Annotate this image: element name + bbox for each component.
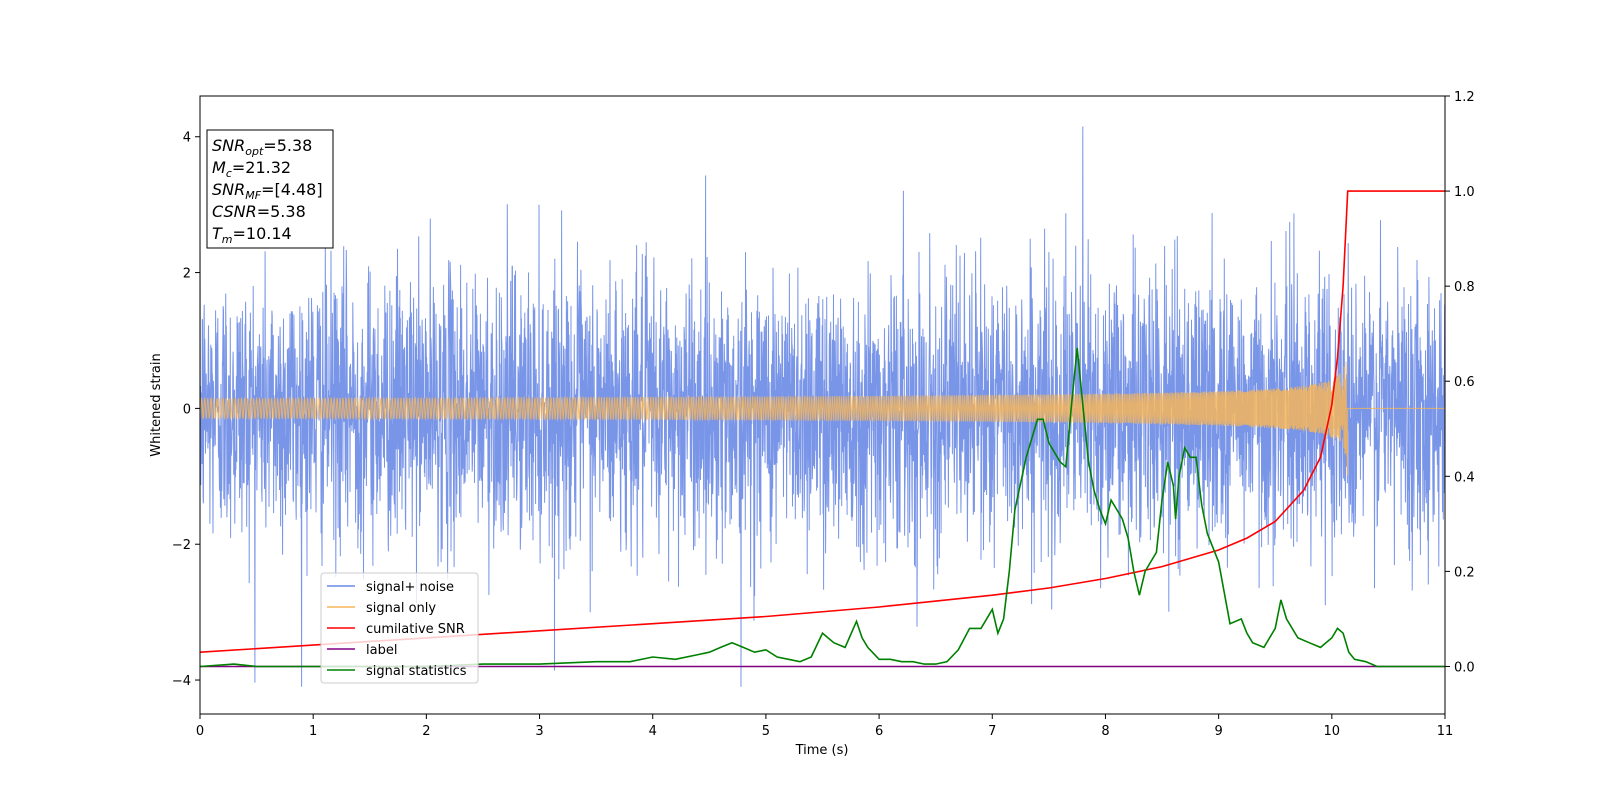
x-tick-label: 10: [1324, 724, 1341, 739]
info-box: SNRopt=5.38Mc=21.32SNRMF=[4.48]CSNR=5.38…: [206, 129, 334, 249]
y-left-tick-label: 0: [183, 402, 191, 417]
legend: signal+ noise signal only cumilative SNR la…: [320, 572, 479, 684]
ticks-layer: 0 1 2 3 4 5 6 7 8 9 10 11 −4 −2 0 2 4 0.0 0.2 0.4 0.6 0.8 1.0 1…: [172, 90, 1475, 739]
info-line: CSNR=5.38: [212, 202, 306, 221]
plot-frame: [199, 95, 1446, 715]
info-line: Tm=10.14: [212, 224, 292, 246]
legend-label: signal statistics: [366, 664, 467, 679]
y-right-tick-label: 1.0: [1454, 185, 1475, 200]
y-left-tick-label: −2: [172, 538, 191, 553]
series-signal-statistics-line: [200, 347, 1445, 668]
y-right-tick-label: 1.2: [1454, 90, 1475, 105]
x-tick-label: 4: [649, 724, 657, 739]
legend-frame: [320, 572, 479, 684]
info-line: SNRMF=[4.48]: [212, 180, 323, 202]
x-tick-label: 6: [875, 724, 883, 739]
x-tick-label: 1: [309, 724, 317, 739]
series-signal-only-line: [200, 361, 1445, 476]
info-box-frame: [206, 129, 334, 249]
y-left-tick-label: 4: [183, 131, 191, 146]
x-tick-label: 0: [196, 724, 204, 739]
legend-label: label: [366, 643, 397, 658]
x-tick-label: 2: [422, 724, 430, 739]
info-line: Mc=21.32: [212, 158, 291, 180]
legend-label: signal only: [366, 601, 436, 616]
x-tick-label: 3: [535, 724, 543, 739]
x-axis-label: Time (s): [795, 743, 849, 758]
x-tick-label: 11: [1437, 724, 1454, 739]
info-line: SNRopt=5.38: [212, 136, 312, 158]
y-right-tick-label: 0.4: [1454, 470, 1475, 485]
legend-label: cumilative SNR: [366, 622, 465, 637]
x-tick-label: 9: [1214, 724, 1222, 739]
x-tick-label: 8: [1101, 724, 1109, 739]
y-left-tick-label: −4: [172, 674, 191, 689]
y-left-tick-label: 2: [183, 267, 191, 282]
legend-label: signal+ noise: [366, 580, 454, 595]
x-tick-label: 7: [988, 724, 996, 739]
y-axis-label: Whitened strain: [149, 353, 164, 456]
y-right-tick-label: 0.8: [1454, 280, 1475, 295]
x-tick-label: 5: [762, 724, 770, 739]
y-right-tick-label: 0.2: [1454, 565, 1475, 580]
y-right-tick-label: 0.6: [1454, 375, 1475, 390]
series-cumilative-snr-line: [200, 190, 1445, 653]
y-right-tick-label: 0.0: [1454, 660, 1475, 675]
